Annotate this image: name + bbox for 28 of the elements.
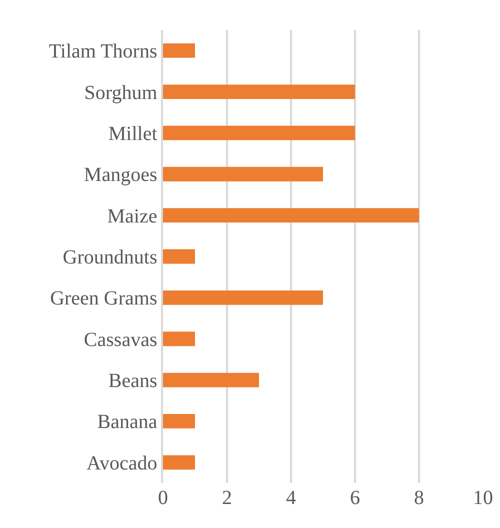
bar [163, 43, 195, 58]
x-tick-label: 8 [414, 487, 424, 509]
y-tick-label: Avocado [86, 452, 158, 474]
bar [163, 84, 355, 99]
bar [163, 126, 355, 140]
bar [163, 166, 323, 182]
x-tick-label: 6 [350, 487, 360, 509]
y-tick-label: Sorghum [84, 82, 158, 104]
bar [163, 372, 259, 388]
y-tick-label: Mangoes [84, 164, 158, 186]
bar [163, 455, 195, 470]
y-tick-label: Tilam Thorns [48, 40, 158, 63]
bar [163, 208, 419, 223]
x-tick-label: 0 [158, 487, 168, 509]
x-tick-label: 10 [473, 487, 493, 509]
bar [163, 249, 195, 264]
y-tick-label: Groundnuts [62, 246, 158, 268]
y-tick-label: Beans [108, 370, 158, 392]
bar [163, 414, 195, 428]
x-tick-label: 4 [286, 487, 296, 509]
y-tick-label: Maize [107, 205, 158, 228]
y-tick-label: Millet [108, 122, 158, 145]
y-tick-label: Green Grams [50, 288, 158, 310]
bar [163, 290, 323, 305]
x-tick-label: 2 [222, 487, 232, 509]
bar [163, 332, 195, 346]
y-tick-label: Cassavas [84, 328, 158, 351]
y-tick-label: Banana [97, 411, 158, 434]
